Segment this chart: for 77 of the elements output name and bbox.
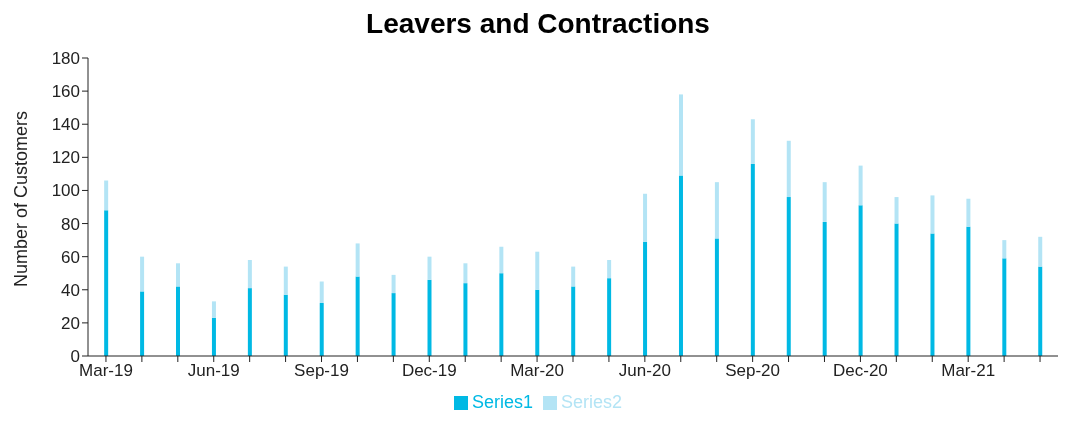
y-tick-label: 0 [70, 347, 80, 367]
bar [247, 259, 252, 289]
bar [319, 281, 324, 304]
x-tick-label: Jun-20 [618, 361, 671, 381]
bar [391, 293, 396, 356]
y-tick-label: 60 [61, 247, 80, 267]
bar [750, 119, 755, 164]
bar [571, 286, 576, 356]
bar [858, 205, 863, 356]
bar [714, 238, 719, 356]
bar [607, 259, 612, 279]
bar [678, 175, 683, 356]
bar [463, 263, 468, 284]
x-tick-label: Mar-21 [941, 361, 996, 381]
bar [966, 226, 971, 356]
bar [786, 140, 791, 198]
x-tick-label: Sep-20 [725, 361, 781, 381]
bar [211, 317, 216, 356]
y-axis-title: Number of Customers [11, 110, 32, 287]
bar [966, 198, 971, 227]
bar [283, 294, 288, 356]
y-tick-label: 100 [51, 181, 80, 201]
bar [355, 276, 360, 356]
bar [104, 210, 109, 356]
y-tick-label: 160 [51, 82, 80, 102]
bar [930, 195, 935, 234]
bar [463, 283, 468, 356]
bar [355, 243, 360, 277]
bar [427, 279, 432, 356]
bar [894, 223, 899, 356]
bar [607, 278, 612, 356]
bar [176, 286, 181, 356]
bar [643, 193, 648, 242]
bar [499, 273, 504, 356]
bar [499, 246, 504, 274]
bar [714, 182, 719, 239]
y-tick-label: 180 [51, 49, 80, 69]
bar [643, 241, 648, 356]
legend-label: Series2 [561, 392, 623, 412]
x-tick-label: Sep-19 [294, 361, 349, 381]
bar [786, 197, 791, 356]
bar [140, 256, 145, 292]
x-tick-label: Jun-19 [187, 361, 240, 381]
y-tick-label: 120 [51, 148, 80, 168]
bar [1002, 258, 1007, 356]
x-tick-label: Dec-19 [401, 361, 457, 381]
y-tick-label: 80 [61, 214, 80, 234]
bar [211, 301, 216, 318]
bar [391, 274, 396, 294]
y-tick-label: 20 [61, 313, 80, 333]
bar [930, 233, 935, 356]
bar [319, 303, 324, 356]
bar [750, 163, 755, 356]
chart-title: Leavers and Contractions [365, 8, 711, 41]
y-tick-label: 140 [51, 115, 80, 135]
bar [571, 266, 576, 287]
bar [535, 289, 540, 356]
bar [822, 221, 827, 356]
bar [858, 165, 863, 206]
x-tick-label: Dec-20 [833, 361, 888, 381]
bar [1038, 236, 1043, 267]
y-tick-label: 40 [61, 280, 80, 300]
bar [247, 288, 252, 356]
bar [822, 182, 827, 222]
bar [1038, 266, 1043, 356]
bar [176, 263, 181, 287]
legend-label: Series1 [471, 392, 533, 412]
bar [535, 251, 540, 290]
x-tick-label: Mar-20 [510, 361, 564, 381]
bar [104, 180, 109, 211]
bar [1002, 240, 1007, 259]
bar [678, 94, 683, 176]
bar [427, 256, 432, 280]
bar [283, 266, 288, 295]
bar [140, 291, 145, 356]
x-tick-label: Mar-19 [79, 361, 133, 381]
bar [894, 197, 899, 224]
